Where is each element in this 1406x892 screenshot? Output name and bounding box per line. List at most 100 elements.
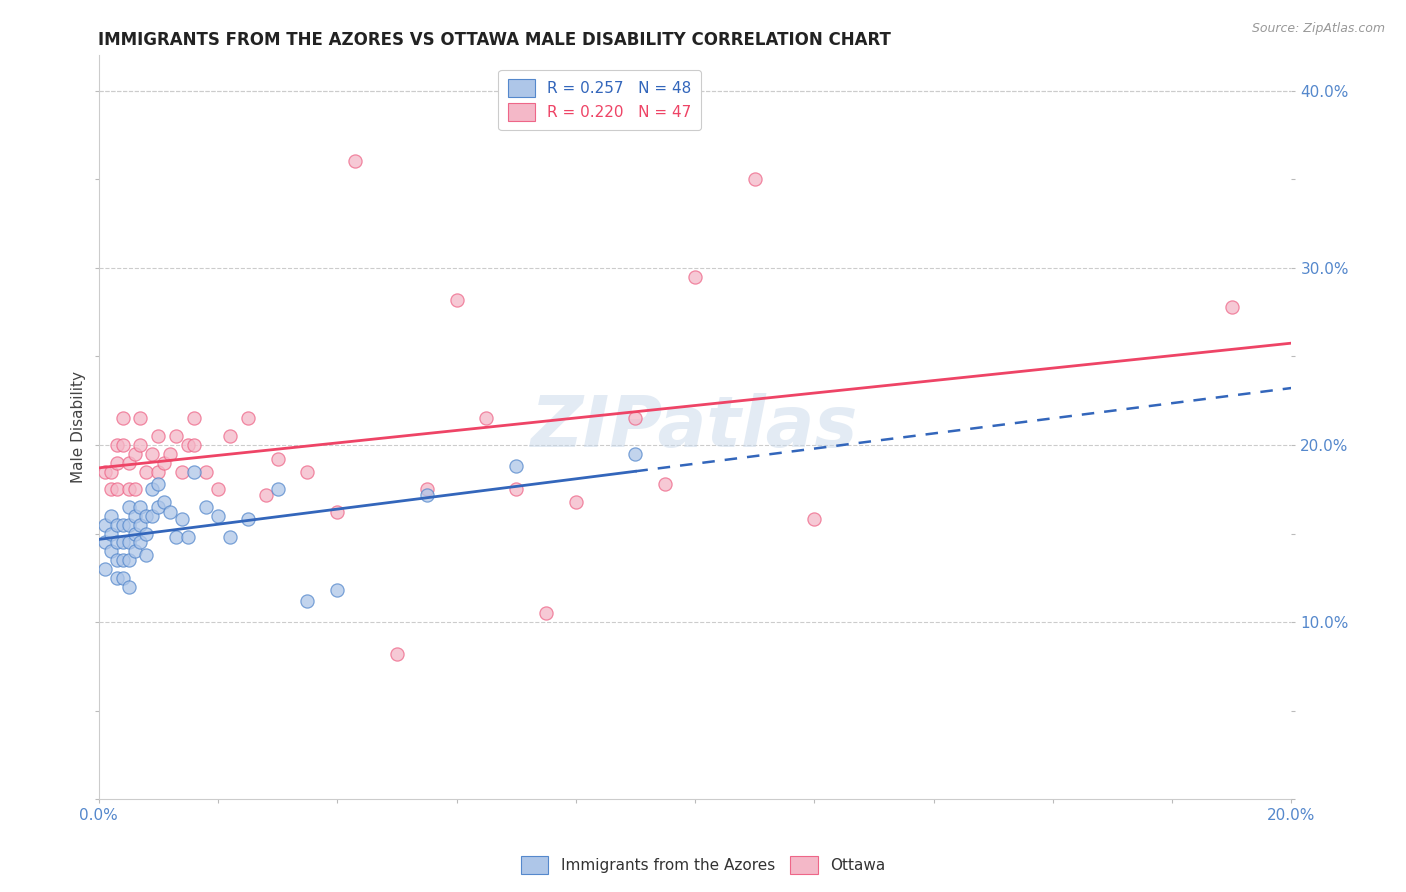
Point (129, 411, 152, 425)
Point (505, 459, 527, 474)
Point (111, 411, 134, 425)
Point (159, 447, 181, 461)
Point (105, 456, 128, 470)
Point (534, 607, 557, 621)
Point (475, 411, 498, 425)
Point (505, 483, 527, 497)
Point (297, 465, 319, 479)
Point (93, 562, 115, 576)
Point (93, 465, 115, 479)
Point (111, 571, 134, 585)
Point (683, 269, 706, 284)
Point (297, 594, 319, 608)
Point (135, 548, 157, 562)
Text: ZIPatlas: ZIPatlas (531, 392, 859, 462)
Point (129, 535, 152, 549)
Point (100, 508, 122, 523)
Point (129, 438, 152, 452)
Point (803, 512, 825, 526)
Point (266, 452, 288, 467)
Point (177, 438, 200, 452)
Point (124, 544, 146, 558)
Point (105, 438, 128, 452)
Point (105, 553, 128, 567)
Point (105, 571, 128, 585)
Point (117, 553, 139, 567)
Point (159, 505, 181, 519)
Point (172, 465, 194, 479)
Point (117, 483, 139, 497)
Point (124, 447, 146, 461)
Point (105, 483, 128, 497)
Point (117, 535, 139, 549)
Point (124, 483, 146, 497)
Point (148, 465, 170, 479)
Point (654, 477, 676, 491)
Point (129, 517, 152, 532)
Point (148, 429, 170, 443)
Point (744, 172, 766, 186)
Point (129, 500, 152, 514)
Point (93, 517, 115, 532)
Point (135, 508, 157, 523)
Point (148, 477, 170, 491)
Point (105, 517, 128, 532)
Point (236, 411, 259, 425)
Point (219, 429, 242, 443)
Point (124, 526, 146, 541)
Y-axis label: Male Disability: Male Disability (72, 371, 86, 483)
Point (153, 456, 176, 470)
Text: Source: ZipAtlas.com: Source: ZipAtlas.com (1251, 22, 1385, 36)
Point (100, 465, 122, 479)
Legend: Immigrants from the Azores, Ottawa: Immigrants from the Azores, Ottawa (515, 850, 891, 880)
Point (117, 580, 139, 594)
Point (385, 647, 408, 661)
Point (141, 447, 163, 461)
Point (153, 494, 176, 508)
Point (1220, 300, 1243, 314)
Point (624, 447, 647, 461)
Point (326, 583, 349, 598)
Point (624, 411, 647, 425)
Point (141, 483, 163, 497)
Point (148, 500, 170, 514)
Point (177, 530, 200, 544)
Point (207, 508, 229, 523)
Point (117, 456, 139, 470)
Point (183, 465, 205, 479)
Point (266, 483, 288, 497)
Point (135, 526, 157, 541)
Point (124, 508, 146, 523)
Point (183, 411, 205, 425)
Point (415, 488, 437, 502)
Legend: R = 0.257   N = 48, R = 0.220   N = 47: R = 0.257 N = 48, R = 0.220 N = 47 (499, 70, 700, 130)
Point (111, 553, 134, 567)
Point (111, 517, 134, 532)
Point (105, 535, 128, 549)
Point (117, 500, 139, 514)
Point (326, 505, 349, 519)
Point (183, 438, 205, 452)
Point (100, 544, 122, 558)
Point (236, 512, 259, 526)
Point (565, 494, 588, 508)
Point (207, 483, 229, 497)
Point (415, 483, 437, 497)
Point (141, 508, 163, 523)
Point (111, 438, 134, 452)
Point (93, 535, 115, 549)
Point (195, 465, 218, 479)
Point (446, 293, 468, 307)
Point (195, 500, 218, 514)
Text: IMMIGRANTS FROM THE AZORES VS OTTAWA MALE DISABILITY CORRELATION CHART: IMMIGRANTS FROM THE AZORES VS OTTAWA MAL… (98, 31, 891, 49)
Point (172, 512, 194, 526)
Point (117, 517, 139, 532)
Point (100, 483, 122, 497)
Point (135, 465, 157, 479)
Point (219, 530, 242, 544)
Point (254, 488, 277, 502)
Point (165, 429, 187, 443)
Point (100, 526, 122, 541)
Point (111, 535, 134, 549)
Point (165, 530, 187, 544)
